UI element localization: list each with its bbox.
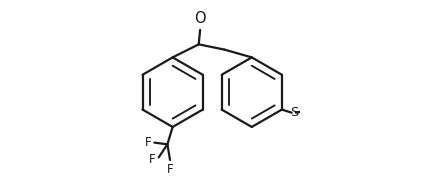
Text: S: S	[289, 106, 297, 119]
Text: O: O	[194, 11, 205, 27]
Text: F: F	[149, 153, 155, 166]
Text: F: F	[145, 136, 151, 149]
Text: F: F	[166, 163, 173, 176]
